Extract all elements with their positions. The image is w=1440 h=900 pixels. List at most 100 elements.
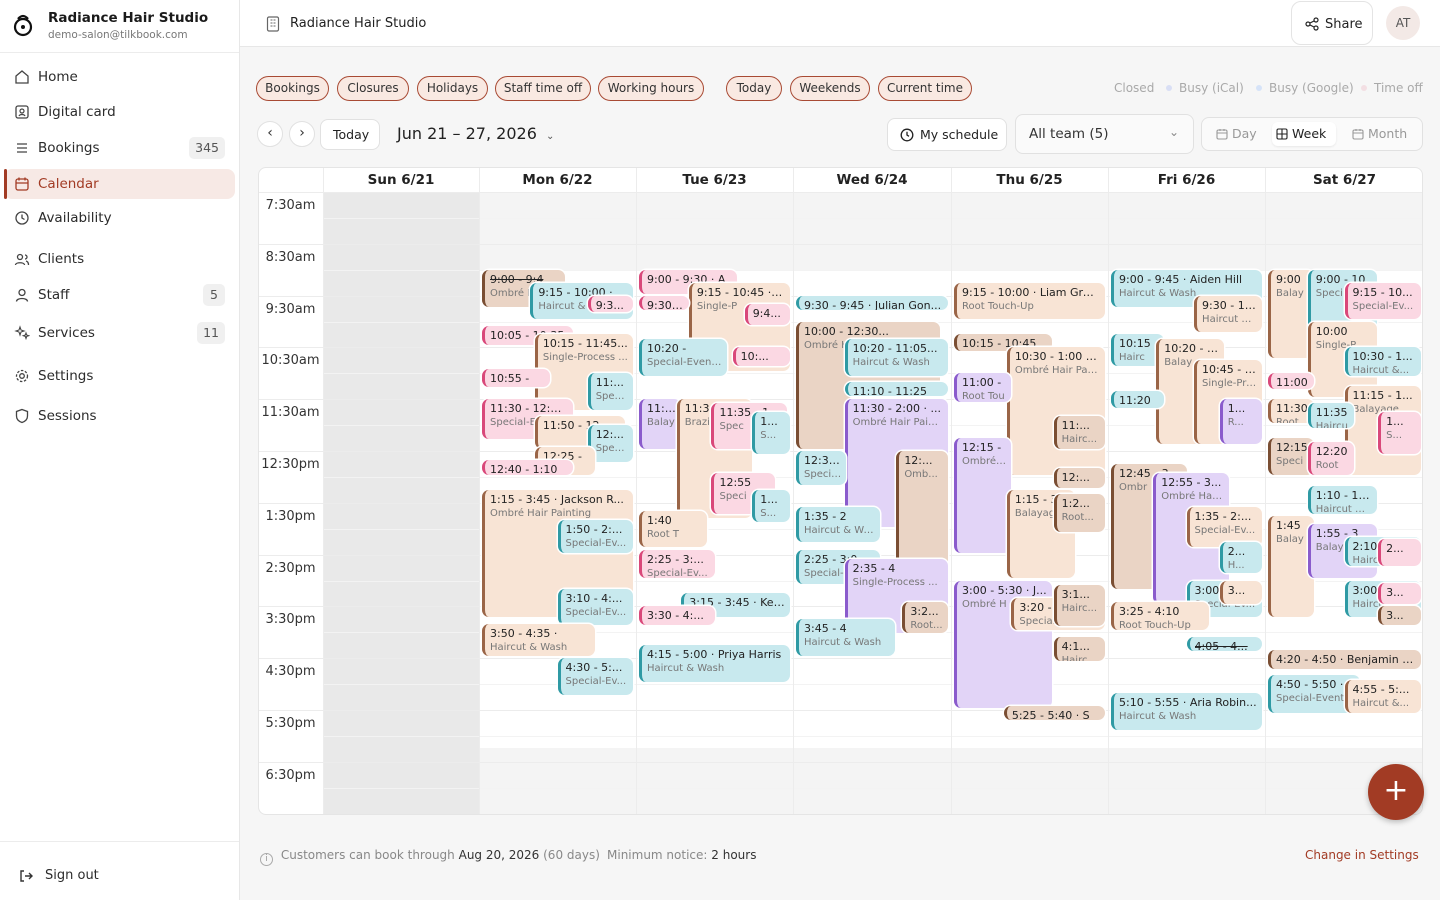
booking-event[interactable]: 3... [1378,583,1421,605]
day-header[interactable]: Fri 6/26 [1157,172,1216,188]
booking-event[interactable]: 4:55 - 5:... Haircut &... [1344,679,1421,714]
booking-event[interactable]: 12:15 - Ombré H [954,438,1012,553]
filter-chip-today[interactable]: Today [726,76,782,101]
filter-chip-holidays[interactable]: Holidays [417,76,488,101]
booking-event[interactable]: 1:50 - 2:... Special-Ev... [557,520,633,553]
sidebar-item-staff[interactable]: Staff 5 [4,280,235,310]
my-schedule-button[interactable]: My schedule [887,118,1007,151]
today-button[interactable]: Today [320,119,380,150]
next-week-button[interactable]: › [289,121,315,147]
booking-event[interactable]: 12:20 Root [1307,442,1354,475]
booking-event[interactable]: 1:35 - 2 Haircut & Wash [796,507,880,543]
booking-event[interactable]: 3:1... Hairc... [1053,584,1105,626]
booking-event[interactable]: 11:... Hairc... [1053,416,1105,449]
view-week-button[interactable]: Week [1272,122,1336,146]
filter-chip-working-hours[interactable]: Working hours [598,76,704,101]
view-month-button[interactable]: Month [1348,122,1418,146]
booking-event[interactable]: 4:50 - 5:50 · Special-Event U [1268,675,1360,714]
booking-event[interactable]: 12:40 - 1:10 [482,459,573,475]
day-header[interactable]: Wed 6/24 [836,172,908,188]
booking-event[interactable]: 10:20 -Special-Event U... [639,338,727,377]
booking-event[interactable]: 10:30 - 1:00 · ... Ombré Hair Pain... [1006,347,1105,475]
team-select[interactable]: All team (5) ⌄ [1015,114,1194,154]
view-day-button[interactable]: Day [1212,122,1262,146]
booking-event[interactable]: 3:45 - 4 Haircut & Wash [796,619,895,657]
booking-event[interactable]: 10:30 - 1... Haircut &... [1344,347,1421,377]
booking-event[interactable]: 11:... Spec... [587,373,633,411]
sign-out-button[interactable]: Sign out [18,866,218,888]
filter-chip-closures[interactable]: Closures [337,76,409,101]
booking-event[interactable]: 1... R... [1219,399,1262,444]
booking-event[interactable]: 2... [1378,539,1421,566]
day-header[interactable]: Thu 6/25 [996,172,1063,188]
day-header[interactable]: Sun 6/21 [367,172,435,188]
booking-event[interactable]: 3... [1219,580,1262,605]
sidebar-item-calendar[interactable]: Calendar [4,169,235,199]
booking-event[interactable]: 2... H... [1219,541,1262,574]
booking-event[interactable]: 4:20 - 4:50 · Benjamin C... [1268,649,1421,670]
booking-event[interactable]: 3:2... Root... [902,602,948,633]
booking-event[interactable]: 12:15 Speci [1268,438,1314,475]
booking-event[interactable]: 4:15 - 5:00 · Priya Harris Haircut & Wash [639,645,790,683]
filter-chip-staff-time-off[interactable]: Staff time off [495,76,591,101]
day-header[interactable]: Mon 6/22 [522,172,593,188]
prev-week-button[interactable]: ‹ [257,121,283,147]
booking-event[interactable]: 4:30 - 5:... Special-Ev... [557,658,633,696]
sidebar-item-clients[interactable]: Clients [4,244,235,274]
booking-event[interactable]: 11:00 - Root Tou [954,373,1012,403]
sidebar-item-services[interactable]: Services 11 [4,318,235,348]
booking-event[interactable]: 2:25 - 3:... Special-Ev... [639,550,715,579]
add-booking-button[interactable]: + [1368,764,1424,820]
booking-event[interactable]: 5:10 - 5:55 · Aria Robin... Haircut & Was… [1111,692,1262,730]
booking-event[interactable]: 4:05 - 4... [1186,636,1262,651]
sidebar-item-bookings[interactable]: Bookings 345 [4,133,235,163]
brand[interactable]: Radiance Hair Studio demo-salon@tilkbook… [12,9,240,53]
booking-event[interactable]: 9:3... [587,295,633,312]
share-button[interactable]: Share [1291,1,1373,45]
sidebar-item-home[interactable]: Home [4,62,235,92]
sidebar-item-sessions[interactable]: Sessions [4,401,235,431]
booking-event[interactable]: 9:30 - 10... Haircut &... [1194,295,1262,333]
booking-event[interactable]: 4:1... Hairc... [1053,636,1105,662]
booking-event[interactable]: 3:10 - 4:... Special-Ev... [557,589,633,626]
booking-event[interactable]: 1... S... [1378,412,1421,455]
booking-event[interactable]: 1... S... [752,489,790,522]
sidebar-item-settings[interactable]: Settings [4,361,235,391]
booking-event[interactable]: 1:10 - 1:... Haircut &... [1307,485,1377,514]
booking-event[interactable]: 10:20 - 11:05... Haircut & Wash [844,338,948,376]
avatar[interactable]: AT [1386,6,1420,40]
booking-event[interactable]: 1:45 Balay [1268,515,1314,618]
booking-event[interactable]: 1:35 - 2:... Special-Ev... [1186,507,1262,548]
date-range-selector[interactable]: Jun 21 – 27, 2026 ⌄ [397,124,554,143]
change-in-settings-link[interactable]: Change in Settings [1305,848,1419,862]
booking-event[interactable]: 3:25 - 4:10 Root Touch-Up [1111,602,1210,631]
booking-event[interactable]: 12:... Spec... [587,425,633,462]
booking-event[interactable]: 9:30 - 9:45 · Julian Gon... [796,295,948,310]
booking-event[interactable]: 9:15 - 10:00 · Liam Green Root Touch-Up [954,282,1105,320]
booking-event[interactable]: 1... S... [752,412,790,455]
booking-event[interactable]: 11:00 [1268,373,1314,390]
booking-event[interactable]: 3:30 - 4:... [639,606,715,626]
day-header[interactable]: Tue 6/23 [682,172,747,188]
sidebar-item-digital-card[interactable]: Digital card [4,97,235,127]
sidebar-item-availability[interactable]: Availability [4,203,235,233]
booking-event[interactable]: 10:... [732,347,790,367]
filter-chip-bookings[interactable]: Bookings [256,76,329,101]
booking-event[interactable]: 12:30 - Special- [796,451,847,486]
booking-event[interactable]: 11:20 [1111,390,1164,408]
booking-event[interactable]: 10:15 Hairc [1111,334,1164,367]
booking-event[interactable]: 12:... [1053,468,1105,488]
booking-event[interactable]: 3:50 - 4:35 · Haircut & Wash [482,623,596,657]
booking-event[interactable]: 11:10 - 11:25 [844,381,948,396]
filter-chip-weekends[interactable]: Weekends [790,76,870,101]
booking-event[interactable]: 11:30 Balay [639,399,682,449]
booking-event[interactable]: 9:00 Balay [1268,269,1314,359]
filter-chip-current-time[interactable]: Current time [878,76,972,101]
booking-event[interactable]: 5:25 - 5:40 · S [1003,705,1105,720]
booking-event[interactable]: 10:55 - [482,369,550,387]
booking-event[interactable]: 9:30 - 9 [639,295,689,310]
booking-event[interactable]: 11:35 Haircu [1307,403,1354,429]
booking-event[interactable]: 10:15 - 10:45 [954,334,1053,351]
booking-event[interactable]: 12:... Omb... [896,451,948,575]
booking-event[interactable]: 1:40 Root T [639,511,707,548]
